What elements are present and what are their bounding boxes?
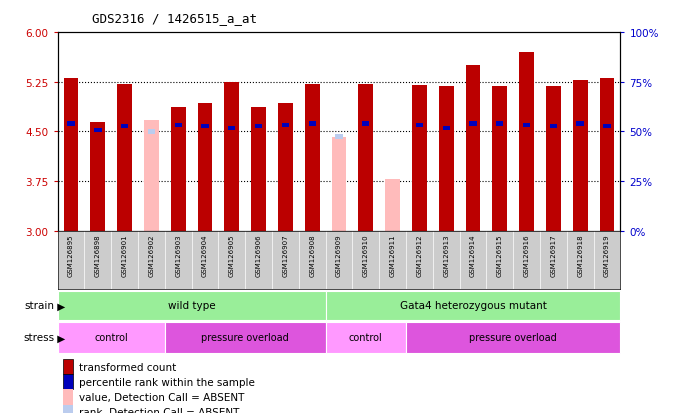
- Bar: [174, 123, 182, 128]
- Text: GSM126895: GSM126895: [68, 234, 74, 277]
- Text: GSM126902: GSM126902: [148, 234, 155, 277]
- Bar: [492, 87, 507, 231]
- Text: GDS2316 / 1426515_a_at: GDS2316 / 1426515_a_at: [92, 12, 256, 25]
- Text: GSM126911: GSM126911: [390, 234, 395, 277]
- Text: Gata4 heterozygous mutant: Gata4 heterozygous mutant: [399, 301, 546, 311]
- Text: GSM126919: GSM126919: [604, 234, 610, 277]
- Bar: [412, 86, 426, 231]
- Bar: [519, 53, 534, 231]
- Bar: [117, 85, 132, 231]
- Text: GSM126898: GSM126898: [95, 234, 101, 277]
- Bar: [603, 125, 611, 129]
- Bar: [362, 122, 370, 126]
- Text: GSM126905: GSM126905: [228, 234, 235, 277]
- Text: ▶: ▶: [54, 332, 66, 343]
- Bar: [198, 104, 212, 231]
- Text: transformed count: transformed count: [79, 362, 176, 372]
- Bar: [496, 122, 504, 126]
- Bar: [224, 83, 239, 231]
- Text: GSM126915: GSM126915: [497, 234, 503, 277]
- Text: GSM126904: GSM126904: [202, 234, 208, 277]
- Bar: [385, 180, 400, 231]
- Bar: [63, 389, 73, 405]
- Bar: [144, 121, 159, 231]
- Bar: [576, 122, 584, 126]
- Bar: [308, 122, 316, 126]
- Bar: [90, 122, 105, 231]
- Text: wild type: wild type: [167, 301, 216, 311]
- Bar: [573, 81, 588, 231]
- Text: control: control: [349, 332, 382, 343]
- Bar: [228, 126, 235, 131]
- Text: value, Detection Call = ABSENT: value, Detection Call = ABSENT: [79, 392, 244, 402]
- Bar: [171, 108, 186, 231]
- Bar: [252, 108, 266, 231]
- Bar: [336, 135, 342, 140]
- Bar: [359, 85, 373, 231]
- Bar: [63, 359, 73, 375]
- Bar: [523, 123, 530, 128]
- Text: stress: stress: [23, 332, 54, 343]
- Bar: [325, 322, 406, 353]
- Bar: [443, 126, 450, 131]
- Text: GSM126913: GSM126913: [443, 234, 450, 277]
- Bar: [165, 322, 325, 353]
- Bar: [278, 104, 293, 231]
- Bar: [94, 128, 102, 133]
- Text: percentile rank within the sample: percentile rank within the sample: [79, 377, 255, 387]
- Bar: [58, 322, 165, 353]
- Bar: [201, 125, 209, 129]
- Bar: [599, 79, 614, 231]
- Bar: [282, 123, 289, 128]
- Bar: [416, 123, 423, 128]
- Text: GSM126907: GSM126907: [283, 234, 288, 277]
- Text: GSM126906: GSM126906: [256, 234, 262, 277]
- Text: GSM126909: GSM126909: [336, 234, 342, 277]
- Bar: [332, 138, 346, 231]
- Text: GSM126910: GSM126910: [363, 234, 369, 277]
- Text: GSM126903: GSM126903: [175, 234, 181, 277]
- Bar: [466, 66, 480, 231]
- Bar: [148, 130, 155, 135]
- Text: GSM126917: GSM126917: [551, 234, 557, 277]
- Text: pressure overload: pressure overload: [201, 332, 289, 343]
- Text: GSM126916: GSM126916: [523, 234, 530, 277]
- Bar: [469, 122, 477, 126]
- Text: rank, Detection Call = ABSENT: rank, Detection Call = ABSENT: [79, 407, 239, 413]
- Bar: [406, 322, 620, 353]
- Text: pressure overload: pressure overload: [469, 332, 557, 343]
- Bar: [64, 79, 79, 231]
- Text: control: control: [94, 332, 128, 343]
- Bar: [325, 291, 620, 320]
- Bar: [439, 87, 454, 231]
- Text: ▶: ▶: [54, 301, 66, 311]
- Text: GSM126908: GSM126908: [309, 234, 315, 277]
- Bar: [63, 405, 73, 413]
- Text: strain: strain: [24, 301, 54, 311]
- Text: GSM126918: GSM126918: [577, 234, 583, 277]
- Bar: [305, 85, 319, 231]
- Bar: [58, 291, 325, 320]
- Bar: [546, 87, 561, 231]
- Bar: [255, 125, 262, 129]
- Bar: [67, 122, 75, 126]
- Text: GSM126914: GSM126914: [470, 234, 476, 277]
- Bar: [63, 375, 73, 389]
- Bar: [64, 79, 79, 231]
- Bar: [121, 125, 128, 129]
- Text: GSM126901: GSM126901: [121, 234, 127, 277]
- Bar: [550, 125, 557, 129]
- Text: GSM126912: GSM126912: [416, 234, 422, 277]
